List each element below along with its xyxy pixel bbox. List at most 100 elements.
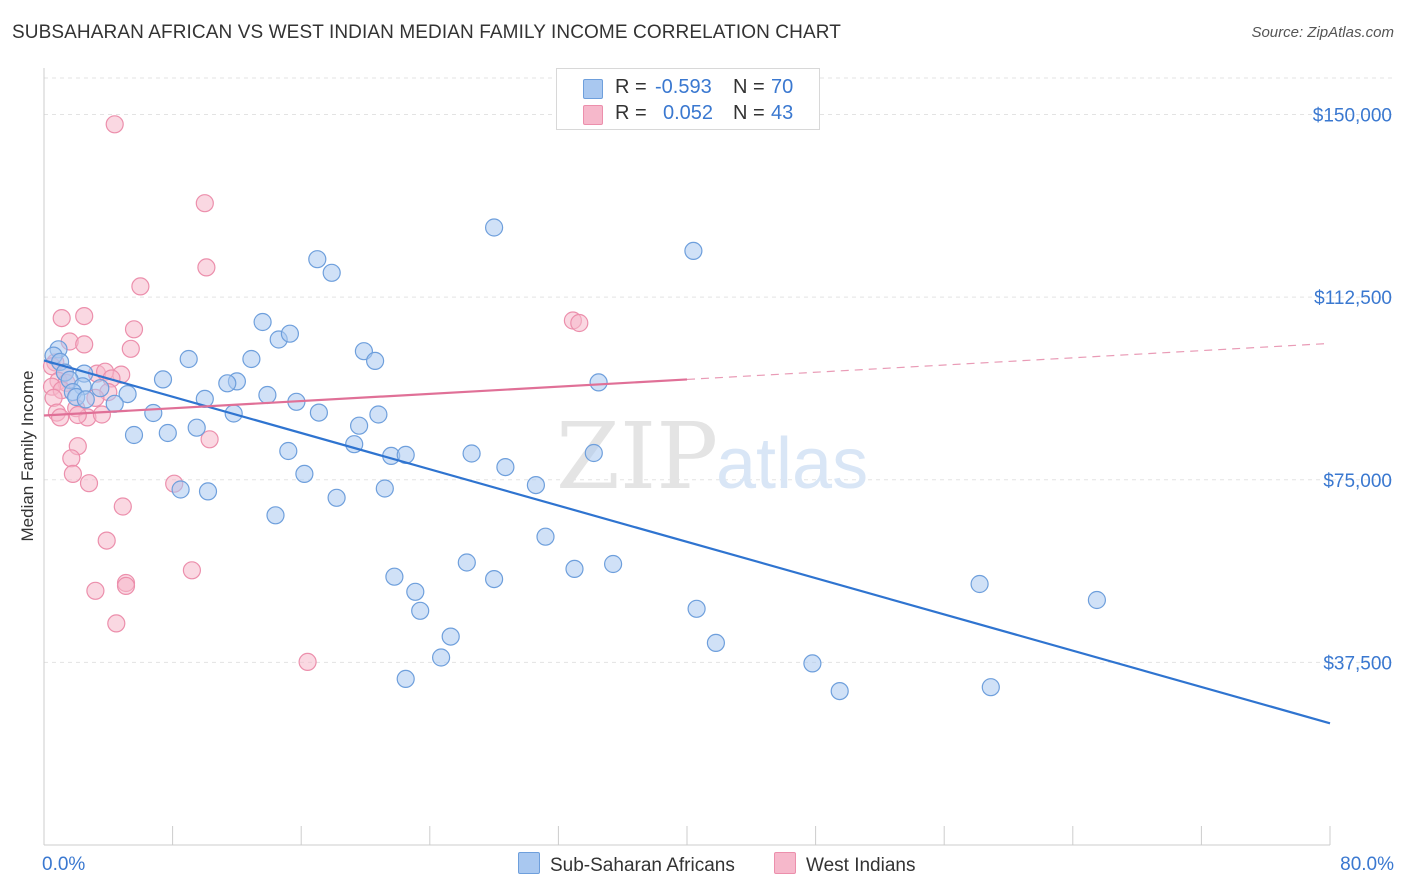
y-axis-label: Median Family Income bbox=[18, 370, 37, 541]
sub-saharan-point bbox=[158, 423, 177, 443]
west-indian-point bbox=[131, 277, 150, 296]
west-indian-point bbox=[97, 531, 116, 550]
sub-saharan-point bbox=[198, 482, 218, 501]
sub-saharan-point bbox=[187, 418, 206, 437]
axes bbox=[43, 68, 1331, 846]
sub-saharan-point bbox=[375, 479, 394, 498]
west-indian-point bbox=[195, 194, 214, 213]
y-tick-label: $75,000 bbox=[1323, 471, 1392, 492]
sub-saharan-point bbox=[432, 648, 451, 667]
sub-saharan-point bbox=[309, 403, 328, 422]
west-indian-point bbox=[62, 449, 81, 468]
legend-row-blue: R = -0.593 N = 70 bbox=[557, 75, 819, 101]
tick-labels: $37,500 $75,000 $112,500 $150,000 0.0% 80.0% bbox=[42, 106, 1394, 875]
series-legend-blue: Sub-Saharan Africans bbox=[518, 852, 735, 876]
sub-saharan-point bbox=[308, 250, 327, 269]
chart-title: SUBSAHARAN AFRICAN VS WEST INDIAN MEDIAN… bbox=[12, 22, 841, 43]
west-indian-point bbox=[79, 474, 99, 493]
source-label: Source: ZipAtlas.com bbox=[1251, 24, 1394, 41]
sub-saharan-point bbox=[91, 379, 110, 398]
west-indian-point bbox=[75, 335, 94, 354]
sub-saharan-point bbox=[1087, 590, 1107, 610]
sub-saharan-point bbox=[565, 559, 584, 579]
legend-n-value: 70 bbox=[771, 76, 794, 98]
data-points bbox=[42, 115, 1107, 701]
sub-saharan-point bbox=[118, 385, 137, 404]
sub-saharan-point bbox=[526, 476, 546, 495]
legend-swatch-pink bbox=[583, 105, 603, 125]
sub-saharan-point bbox=[258, 385, 277, 405]
west-indian-point bbox=[124, 320, 144, 339]
sub-saharan-point bbox=[496, 458, 515, 477]
west-indian-point bbox=[113, 497, 132, 516]
west-indian-point bbox=[197, 258, 216, 277]
sub-saharan-point bbox=[803, 654, 822, 673]
grid-lines bbox=[44, 77, 1396, 663]
west-indian-point bbox=[52, 309, 71, 328]
series-name-blue: Sub-Saharan Africans bbox=[550, 855, 735, 876]
west-indian-trend-extension bbox=[686, 342, 1331, 381]
legend-r-value: -0.593 bbox=[655, 76, 712, 98]
sub-saharan-point bbox=[242, 349, 261, 369]
west-indian-point bbox=[75, 307, 94, 326]
legend-r-value: 0.052 bbox=[663, 102, 714, 124]
sub-saharan-point bbox=[76, 390, 95, 409]
sub-saharan-point bbox=[369, 405, 388, 424]
sub-saharan-point bbox=[279, 441, 298, 461]
sub-saharan-point bbox=[385, 567, 404, 586]
sub-saharan-point bbox=[485, 218, 504, 237]
west-indian-point bbox=[182, 561, 201, 580]
west-indian-point bbox=[570, 313, 589, 333]
sub-saharan-point bbox=[171, 480, 190, 499]
legend-n-label: N = bbox=[733, 102, 765, 124]
sub-saharan-point bbox=[266, 506, 285, 525]
series-name-pink: West Indians bbox=[806, 855, 916, 876]
x-tick-label: 80.0% bbox=[1340, 854, 1394, 875]
legend-n-label: N = bbox=[733, 76, 765, 98]
sub-saharan-trend-line bbox=[43, 359, 1331, 725]
sub-saharan-point bbox=[295, 464, 314, 483]
sub-saharan-point bbox=[327, 488, 346, 507]
west-indian-point bbox=[63, 464, 83, 483]
sub-saharan-point bbox=[124, 425, 144, 445]
west-indian-point bbox=[44, 388, 63, 407]
west-indian-point bbox=[121, 339, 140, 358]
correlation-legend: R = -0.593 N = 70 R = 0.052 N = 43 bbox=[556, 68, 820, 130]
sub-saharan-point bbox=[584, 443, 603, 463]
west-indian-point bbox=[50, 408, 70, 427]
sub-saharan-point bbox=[981, 678, 1000, 697]
west-indian-point bbox=[116, 576, 136, 596]
sub-saharan-point bbox=[366, 351, 385, 370]
sub-saharan-point bbox=[603, 554, 623, 574]
sub-saharan-point bbox=[684, 241, 703, 260]
west-indian-point bbox=[92, 405, 112, 424]
west-indian-point bbox=[200, 430, 219, 449]
series-swatch-blue bbox=[518, 852, 540, 874]
sub-saharan-point bbox=[322, 263, 341, 282]
legend-swatch-blue bbox=[583, 79, 603, 99]
y-tick-label: $112,500 bbox=[1314, 288, 1392, 309]
series-swatch-pink bbox=[774, 852, 796, 874]
legend-r-label: R = bbox=[615, 102, 647, 124]
west-indian-trend-line bbox=[43, 378, 688, 417]
sub-saharan-point bbox=[280, 324, 299, 343]
sub-saharan-point bbox=[411, 601, 430, 620]
x-tick-label: 0.0% bbox=[42, 854, 85, 875]
sub-saharan-point bbox=[536, 527, 555, 546]
watermark-atlas: atlas bbox=[716, 424, 868, 504]
west-indian-point bbox=[86, 581, 105, 600]
sub-saharan-point bbox=[350, 416, 369, 435]
sub-saharan-point bbox=[687, 599, 706, 618]
legend-row-pink: R = 0.052 N = 43 bbox=[557, 101, 819, 127]
y-tick-label: $150,000 bbox=[1313, 106, 1392, 127]
sub-saharan-point bbox=[462, 444, 481, 463]
series-legend-pink: West Indians bbox=[774, 852, 915, 876]
sub-saharan-point bbox=[218, 374, 237, 393]
legend-n-value: 43 bbox=[771, 102, 794, 124]
west-indian-point bbox=[298, 652, 317, 672]
sub-saharan-point bbox=[485, 569, 504, 589]
sub-saharan-point bbox=[253, 312, 272, 332]
sub-saharan-point bbox=[406, 582, 425, 601]
sub-saharan-point bbox=[830, 681, 849, 701]
y-tick-label: $37,500 bbox=[1323, 653, 1392, 674]
